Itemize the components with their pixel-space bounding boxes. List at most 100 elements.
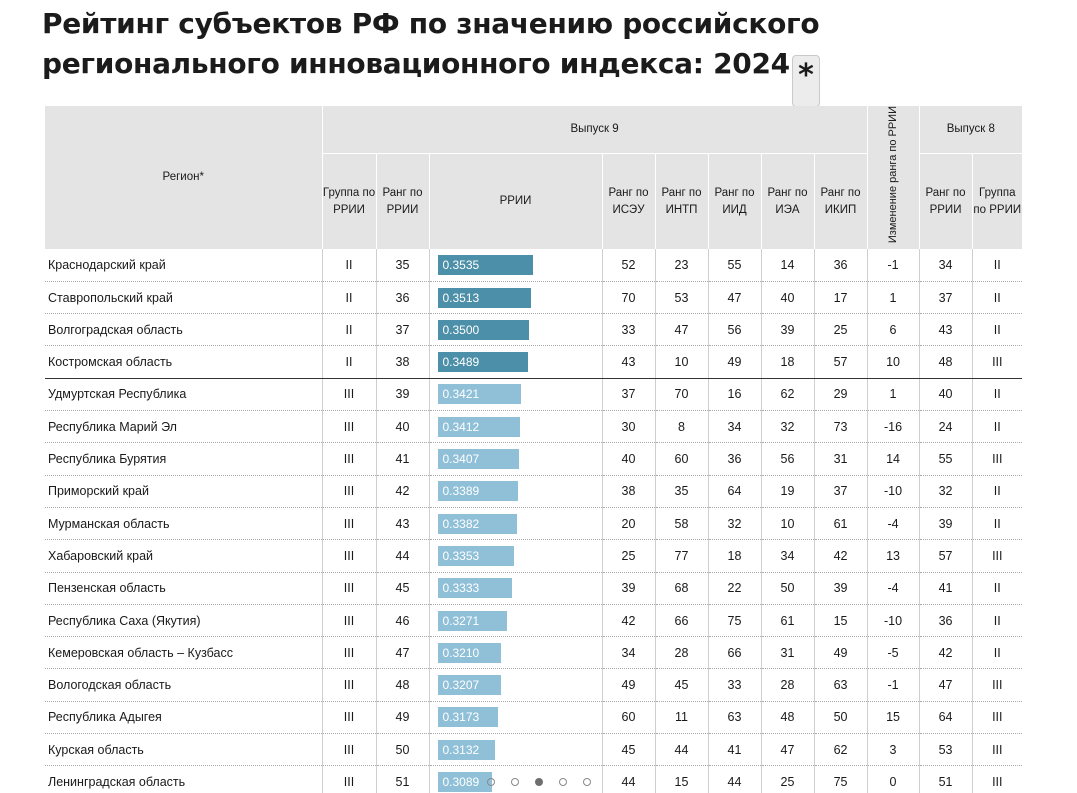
cell-rank-iseu: 25 <box>601 539 655 573</box>
cell-rrii: 0.3513 <box>428 281 602 315</box>
table-row: Приморский край III 42 0.3389 38 35 64 19 37 -10 3… <box>45 475 1023 508</box>
cell-issue8-rank: 47 <box>918 668 973 702</box>
cell-rank-change: -5 <box>866 636 920 670</box>
cell-group: II <box>321 249 376 282</box>
cell-group: III <box>321 507 376 541</box>
cell-rank-iid: 49 <box>707 345 761 379</box>
cell-rank-iid: 55 <box>707 249 761 282</box>
cell-group: III <box>321 410 376 444</box>
cell-rank-ikip: 25 <box>813 313 868 347</box>
cell-group: III <box>321 765 376 793</box>
cell-issue8-rank: 53 <box>918 733 973 767</box>
title-asterisk-chip[interactable]: * <box>791 55 820 107</box>
cell-rank-ikip: 31 <box>813 442 868 476</box>
cell-rank-ikip: 15 <box>813 604 868 638</box>
table-row: Республика Адыгея III 49 0.3173 60 11 63 48 50 15… <box>45 701 1023 735</box>
cell-rank-intp: 8 <box>654 410 708 444</box>
cell-issue8-group: II <box>971 572 1023 605</box>
cell-rank-ikip: 39 <box>813 572 868 605</box>
cell-issue8-group: II <box>971 636 1023 670</box>
cell-issue8-rank: 41 <box>918 572 973 605</box>
cell-region: Республика Марий Эл <box>45 410 322 444</box>
cell-rank-ikip: 73 <box>813 410 868 444</box>
cell-issue8-group: III <box>971 701 1023 735</box>
cell-rank-iid: 32 <box>707 507 761 541</box>
table-row: Пензенская область III 45 0.3333 39 68 22 50 39-… <box>45 572 1023 605</box>
cell-region: Республика Адыгея <box>45 701 322 735</box>
cell-region: Волгоградская область <box>45 313 322 347</box>
header-group: Группа по РРИИ <box>321 153 376 250</box>
pagination-dot[interactable] <box>558 778 567 786</box>
cell-group: III <box>321 572 376 605</box>
header-issue8-rank: Ранг по РРИИ <box>918 153 973 250</box>
cell-issue8-group: III <box>971 733 1023 767</box>
cell-region: Ленинградская область <box>45 765 322 793</box>
pagination-dot[interactable] <box>534 778 543 786</box>
header-rank-change-label: Изменение ранга по РРИИ <box>886 106 899 244</box>
header-rank-ikip: Ранг по ИКИП <box>813 153 868 250</box>
cell-issue8-rank: 36 <box>918 604 973 638</box>
cell-group: II <box>321 313 376 347</box>
cell-rank-iseu: 44 <box>601 765 655 793</box>
cell-rank-iea: 28 <box>760 668 814 702</box>
cell-rank-ikip: 17 <box>813 281 868 315</box>
cell-rank-iseu: 37 <box>601 378 655 412</box>
rrii-bar: 0.3382 <box>437 513 517 534</box>
cell-rank-intp: 28 <box>654 636 708 670</box>
cell-region: Приморский край <box>45 475 322 508</box>
cell-rrii: 0.3421 <box>428 378 602 412</box>
rating-table: Регион* Выпуск 9 Изменение ранга по РРИИ… <box>45 106 1023 793</box>
cell-issue8-rank: 43 <box>918 313 973 347</box>
table-row: Курская область III 50 0.3132 45 44 41 47 62 3 53 I… <box>45 733 1023 767</box>
header-rank-intp: Ранг по ИНТП <box>654 153 708 250</box>
cell-rank-iea: 31 <box>760 636 814 670</box>
cell-rank: 38 <box>375 345 429 379</box>
cell-region: Костромская область <box>45 345 322 379</box>
cell-rank-intp: 77 <box>654 539 708 573</box>
cell-rank-iseu: 33 <box>601 313 655 347</box>
cell-rank: 42 <box>375 475 429 508</box>
cell-rank-ikip: 61 <box>813 507 868 541</box>
header-rank-iea: Ранг по ИЭА <box>760 153 814 250</box>
cell-rank-iea: 39 <box>760 313 814 347</box>
cell-rank: 47 <box>375 636 429 670</box>
cell-rank-iid: 44 <box>707 765 761 793</box>
cell-issue8-group: III <box>971 668 1023 702</box>
cell-rank-iid: 75 <box>707 604 761 638</box>
pagination-dots <box>0 776 1077 788</box>
cell-rank-change: 0 <box>866 765 920 793</box>
cell-rank-iid: 56 <box>707 313 761 347</box>
cell-issue8-rank: 40 <box>918 378 973 412</box>
cell-region: Мурманская область <box>45 507 322 541</box>
pagination-dot[interactable] <box>510 778 519 786</box>
rrii-bar: 0.3210 <box>437 642 501 663</box>
rating-table-wrap: Регион* Выпуск 9 Изменение ранга по РРИИ… <box>45 106 1023 793</box>
cell-issue8-rank: 24 <box>918 410 973 444</box>
cell-region: Кемеровская область – Кузбасс <box>45 636 322 670</box>
cell-issue8-rank: 42 <box>918 636 973 670</box>
cell-rank: 37 <box>375 313 429 347</box>
cell-issue8-rank: 32 <box>918 475 973 508</box>
cell-rank-intp: 45 <box>654 668 708 702</box>
pagination-dot[interactable] <box>582 778 591 786</box>
cell-rank-ikip: 42 <box>813 539 868 573</box>
rrii-bar: 0.3173 <box>437 707 498 728</box>
cell-issue8-rank: 57 <box>918 539 973 573</box>
cell-rank: 44 <box>375 539 429 573</box>
rrii-bar: 0.3513 <box>437 287 531 308</box>
cell-rank-iea: 32 <box>760 410 814 444</box>
pagination-dot[interactable] <box>486 778 495 786</box>
cell-rank-change: -16 <box>866 410 920 444</box>
cell-rrii: 0.3535 <box>428 249 602 282</box>
table-row: Костромская область II 38 0.3489 43 10 49 18 57 1… <box>45 345 1023 379</box>
cell-rank-intp: 53 <box>654 281 708 315</box>
cell-group: II <box>321 281 376 315</box>
header-issue8-group: Группа по РРИИ <box>971 153 1023 250</box>
header-rank-iid: Ранг по ИИД <box>707 153 761 250</box>
cell-rank-ikip: 36 <box>813 249 868 282</box>
cell-issue8-rank: 39 <box>918 507 973 541</box>
table-row: Краснодарский край II 35 0.3535 52 23 55 14 36 -1… <box>45 249 1023 282</box>
cell-rank: 49 <box>375 701 429 735</box>
header-issue9: Выпуск 9 <box>321 106 868 155</box>
cell-rank-ikip: 62 <box>813 733 868 767</box>
